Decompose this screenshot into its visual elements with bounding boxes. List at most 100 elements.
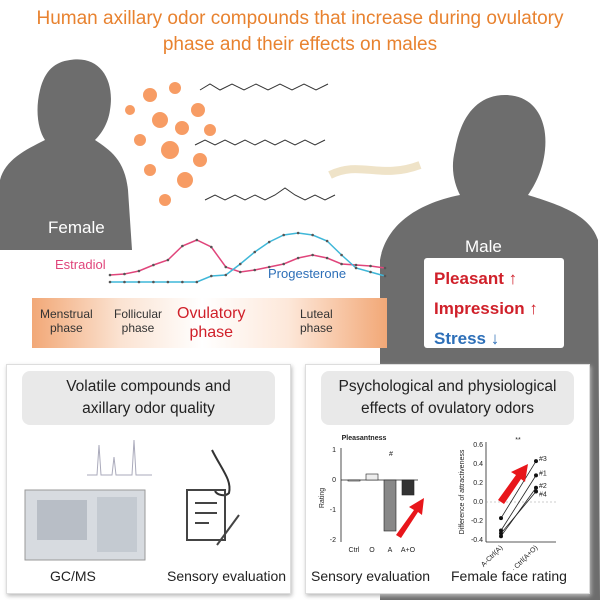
odor-dot — [152, 112, 168, 128]
odor-dot — [134, 134, 146, 146]
chromatogram-icon — [87, 439, 152, 476]
estr-point — [369, 264, 372, 268]
odor-dot — [125, 105, 135, 115]
prog-point — [108, 280, 112, 284]
estr-point — [354, 263, 358, 267]
series-label: #2 — [539, 483, 547, 490]
prog-point — [210, 274, 213, 278]
female-silhouette — [0, 59, 132, 250]
odor-dot — [144, 164, 156, 176]
chemical-structures — [194, 83, 336, 201]
odor-dot — [175, 121, 189, 135]
estr-point — [108, 273, 112, 277]
estr-point — [311, 253, 314, 257]
effects-box: Pleasant ↑ Impression ↑ Stress ↓ — [424, 258, 564, 348]
odor-dot — [193, 153, 207, 167]
phase-luteal: Luteal phase — [300, 307, 333, 335]
charts: Pleasantness 1 0 -1 -2 Rating Ctrl O A A+O #0.6 0.4… — [319, 435, 556, 570]
series-point — [534, 485, 538, 490]
left-panel-heading: Volatile compounds and axillary odor qual… — [22, 371, 275, 425]
nose-icon — [211, 449, 231, 497]
bar-y-label: Rating — [319, 488, 326, 508]
prog-point — [137, 280, 141, 284]
document-pencil-icon — [186, 489, 240, 546]
effect-impression: Impression ↑ — [434, 299, 538, 318]
bar — [401, 479, 415, 496]
estr-point — [166, 258, 170, 262]
bar-x-tick: Ctrl — [349, 547, 360, 554]
series-point — [499, 531, 503, 536]
left-illustrations — [24, 439, 240, 561]
bar-y-tick: 1 — [332, 447, 336, 454]
prog-point — [296, 231, 300, 235]
bar — [347, 479, 361, 482]
bar-annotation: # — [389, 451, 393, 458]
line-y-tick: 0.0 — [473, 499, 483, 506]
bar-x-tick: O — [369, 547, 375, 554]
bar-x-tick: A+O — [401, 547, 416, 554]
prog-point — [224, 273, 228, 277]
estradiol-label: Estradiol — [55, 257, 106, 272]
estr-point — [340, 262, 343, 266]
bar-y-tick: -2 — [330, 537, 336, 544]
menstrual-cycle-band: Menstrual phase Follicular phase Ovulatory… — [32, 298, 387, 348]
male-label: Male — [465, 237, 502, 256]
red-arrow — [396, 498, 424, 538]
line-y-label: Difference of attractiveness — [459, 449, 466, 534]
line-y-tick: 0.2 — [473, 480, 483, 487]
series-point — [499, 534, 503, 539]
odor-dot — [191, 103, 205, 117]
estr-point — [181, 244, 184, 248]
bar-y-tick: 0 — [332, 477, 336, 484]
prog-point — [181, 280, 184, 284]
series-label: #4 — [539, 492, 547, 499]
series-point — [534, 473, 538, 478]
odor-wave — [328, 161, 422, 179]
bar-x-tick: A — [388, 547, 393, 554]
prog-point — [354, 266, 358, 270]
bar — [383, 479, 397, 532]
series-point — [534, 489, 538, 494]
prog-point — [123, 280, 126, 284]
prog-point — [325, 239, 329, 243]
estr-point — [123, 272, 126, 276]
effect-pleasant: Pleasant ↑ — [434, 269, 518, 288]
odor-dot — [169, 82, 181, 94]
line-annotation: ** — [515, 437, 521, 444]
odor-particles — [125, 82, 216, 206]
estr-point — [267, 265, 271, 269]
prog-point — [282, 233, 285, 237]
sensory-label: Sensory evaluation — [167, 568, 287, 584]
odor-dot — [143, 88, 157, 102]
right-panel-heading: Psychological and physiological effects o… — [321, 371, 574, 425]
progesterone-curve — [110, 232, 386, 283]
bar-chart-title: Pleasantness — [342, 435, 387, 442]
phase-follicular: Follicular phase — [114, 307, 163, 335]
female-label: Female — [48, 218, 105, 237]
prog-point — [152, 280, 155, 284]
line-y-tick: 0.6 — [473, 442, 483, 449]
gcms-label: GC/MS — [50, 568, 96, 584]
prog-point — [369, 270, 372, 274]
left-panel: Volatile compounds and axillary odor qual… — [6, 364, 291, 594]
estr-point — [296, 256, 300, 260]
estr-point — [137, 269, 141, 273]
series-point — [499, 516, 503, 521]
estr-point — [195, 238, 199, 242]
bar-y-tick: -1 — [330, 507, 336, 514]
progesterone-label: Progesterone — [268, 266, 347, 281]
estr-point — [238, 270, 242, 274]
line-y-tick: -0.4 — [471, 537, 483, 544]
phase-ovulatory: Ovulatory phase — [177, 305, 246, 341]
line-y-tick: 0.4 — [473, 461, 483, 468]
series-point — [499, 528, 503, 533]
series-label: #3 — [539, 456, 547, 463]
sensory-evaluation-label: Sensory evaluation — [311, 568, 431, 584]
series-line — [500, 460, 537, 519]
gcms-instrument-icon — [24, 489, 146, 561]
prog-point — [238, 262, 242, 266]
prog-point — [195, 280, 199, 284]
prog-point — [267, 240, 271, 244]
red-arrow — [498, 464, 528, 504]
line-x-tick: A-Ctrl(A) — [480, 544, 504, 568]
